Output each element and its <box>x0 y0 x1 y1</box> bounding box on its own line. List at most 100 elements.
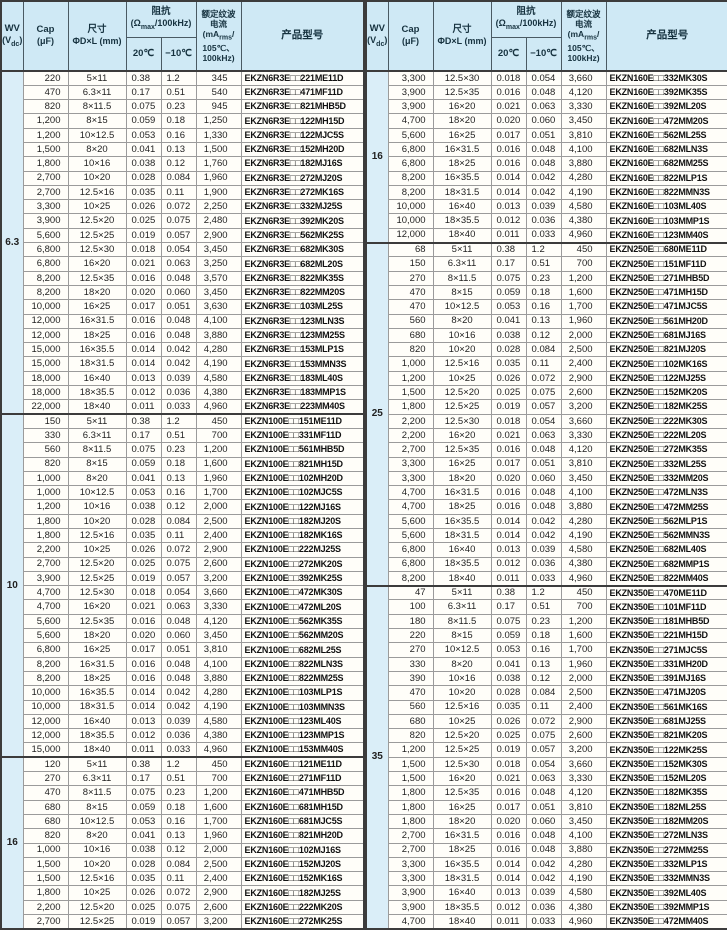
cap-value: 1,800 <box>22 885 69 901</box>
part-number: EKZN250E□□682MMP1S <box>605 556 727 572</box>
impedance-minus10c-value: 0.084 <box>160 513 197 530</box>
part-number: EKZN350E□□681MJ25S <box>605 713 727 730</box>
impedance-20c-value: 0.026 <box>490 370 527 387</box>
col-header-wv: WV (Vdc) <box>365 0 389 72</box>
impedance-20c-value: 0.025 <box>125 899 162 916</box>
cap-value: 1,000 <box>22 470 69 487</box>
cap-value: 12,000 <box>22 713 69 730</box>
cap-value: 470 <box>22 84 69 101</box>
size-value: 16×35.5 <box>432 856 492 873</box>
table-row: 4,700 12.5×30 0.018 0.054 3,660 EKZN100E□□472… <box>1 585 365 601</box>
part-number: EKZN6R3E□□221ME11D <box>240 69 365 86</box>
impedance-minus10c-value: 0.057 <box>525 742 562 758</box>
impedance-20c-value: 0.035 <box>490 699 527 715</box>
impedance-minus10c-value: 0.033 <box>525 913 562 930</box>
table-row: 1,200 10×25 0.026 0.072 2,900 EKZN250E□□122MJ… <box>366 370 727 387</box>
impedance-minus10c-value: 0.12 <box>160 156 197 172</box>
cap-value: 1,500 <box>22 856 69 873</box>
ripple-current-value: 2,000 <box>195 499 242 515</box>
impedance-minus10c-value: 0.16 <box>525 642 562 658</box>
size-value: 12.5×35 <box>67 613 127 630</box>
size-value: 10×20 <box>432 685 492 701</box>
part-number: EKZN6R3E□□822MM20S <box>240 284 365 301</box>
impedance-20c-value: 0.059 <box>490 628 527 644</box>
size-value: 8×11.5 <box>67 442 127 458</box>
table-row: 12,000 18×35.5 0.012 0.036 4,380 EKZN100E□□12… <box>1 728 365 744</box>
ripple-current-value: 1,600 <box>560 284 607 301</box>
part-number: EKZN160E□□123MM40S <box>605 227 727 244</box>
part-number: EKZN250E□□562MMN3S <box>605 527 727 544</box>
part-number: EKZN160E□□392ML20S <box>605 99 727 115</box>
impedance-minus10c-value: 0.075 <box>160 556 197 572</box>
size-value: 6.3×11 <box>67 427 127 444</box>
impedance-minus10c-value: 0.042 <box>525 856 562 873</box>
impedance-20c-value: 0.041 <box>125 828 162 844</box>
table-row: 3,900 12.5×20 0.025 0.075 2,480 EKZN6R3E□□392… <box>1 213 365 229</box>
cap-value: 68 <box>387 241 434 258</box>
table-row: 5,600 18×20 0.020 0.060 3,450 EKZN100E□□562MM… <box>1 628 365 644</box>
table-row: 2,700 18×25 0.016 0.048 3,880 EKZN350E□□272MM… <box>366 842 727 858</box>
impedance-20c-value: 0.035 <box>125 184 162 201</box>
cap-value: 1,200 <box>22 127 69 143</box>
part-number: EKZN100E□□151ME11D <box>240 413 365 429</box>
impedance-minus10c-value: 0.048 <box>525 785 562 801</box>
part-number: EKZN350E□□331MH20D <box>605 656 727 672</box>
impedance-minus10c-value: 0.036 <box>160 728 197 744</box>
size-value: 12.5×20 <box>432 728 492 744</box>
table-row: 6,800 12.5×30 0.018 0.054 3,450 EKZN6R3E□□682… <box>1 242 365 258</box>
part-number: EKZN160E□□822MLP1S <box>605 170 727 186</box>
impedance-minus10c-value: 0.051 <box>160 642 197 658</box>
table-row: 1,800 16×25 0.017 0.051 3,810 EKZN350E□□182ML… <box>366 799 727 815</box>
size-value: 12.5×16 <box>67 871 127 887</box>
size-value: 12.5×16 <box>432 699 492 715</box>
impedance-minus10c-value: 0.036 <box>525 556 562 572</box>
impedance-minus10c-value: 0.18 <box>160 799 197 815</box>
impedance-minus10c-value: 0.063 <box>525 771 562 787</box>
impedance-20c-value: 0.053 <box>490 299 527 315</box>
impedance-minus10c-value: 0.072 <box>160 885 197 901</box>
impedance-minus10c-value: 0.048 <box>525 499 562 515</box>
cap-value: 5,600 <box>22 613 69 630</box>
part-number: EKZN250E□□222ML20S <box>605 427 727 444</box>
part-number: EKZN160E□□682MM25S <box>605 156 727 172</box>
size-value: 12.5×35 <box>432 84 492 101</box>
table-row: 1,800 10×16 0.038 0.12 1,760 EKZN6R3E□□182MJ1… <box>1 156 365 172</box>
col-header-minus10c: −10℃ <box>160 36 197 72</box>
impedance-20c-value: 0.014 <box>125 342 162 358</box>
impedance-20c-value: 0.019 <box>125 913 162 930</box>
cap-value: 330 <box>387 656 434 672</box>
impedance-minus10c-value: 0.16 <box>160 485 197 501</box>
size-value: 12.5×20 <box>67 556 127 572</box>
table-row: 10,000 16×40 0.013 0.039 4,580 EKZN160E□□103M… <box>366 199 727 215</box>
impedance-minus10c-value: 0.048 <box>160 270 197 286</box>
impedance-minus10c-value: 0.11 <box>160 527 197 544</box>
table-row: 5,600 16×35.5 0.014 0.042 4,280 EKZN250E□□562… <box>366 513 727 530</box>
part-number: EKZN250E□□471MJC5S <box>605 299 727 315</box>
size-value: 18×35.5 <box>67 728 127 744</box>
cap-value: 10,000 <box>387 199 434 215</box>
table-row: 6,800 18×25 0.016 0.048 3,880 EKZN160E□□682MM… <box>366 156 727 172</box>
impedance-minus10c-value: 0.075 <box>160 899 197 916</box>
size-value: 12.5×20 <box>432 385 492 401</box>
impedance-20c-value: 0.041 <box>490 656 527 672</box>
impedance-20c-value: 0.013 <box>125 713 162 730</box>
ripple-current-value: 4,960 <box>195 399 242 415</box>
spec-table-left: WV (Vdc) Cap (μF) 尺寸 ΦD×L (mm) 阻抗 (Ωmax/… <box>0 0 366 930</box>
ripple-current-value: 4,280 <box>195 685 242 701</box>
size-value: 18×20 <box>432 470 492 487</box>
part-number: EKZN160E□□103ML40S <box>605 199 727 215</box>
ripple-current-value: 3,250 <box>195 256 242 272</box>
ripple-current-value: 2,400 <box>195 527 242 544</box>
part-number: EKZN160E□□103MMP1S <box>605 213 727 229</box>
ripple-current-value: 1,960 <box>560 656 607 672</box>
impedance-minus10c-value: 0.13 <box>525 313 562 329</box>
part-number: EKZN6R3E□□392MK20S <box>240 213 365 229</box>
impedance-20c-value: 0.38 <box>490 241 527 258</box>
size-value: 16×40 <box>432 885 492 901</box>
table-row: 4,700 18×25 0.016 0.048 3,880 EKZN250E□□472MM… <box>366 499 727 515</box>
impedance-minus10c-value: 0.063 <box>160 256 197 272</box>
impedance-20c-value: 0.075 <box>125 99 162 115</box>
part-number: EKZN350E□□332MLP1S <box>605 856 727 873</box>
ripple-current-value: 3,880 <box>560 842 607 858</box>
wv-title: WV <box>4 22 20 34</box>
